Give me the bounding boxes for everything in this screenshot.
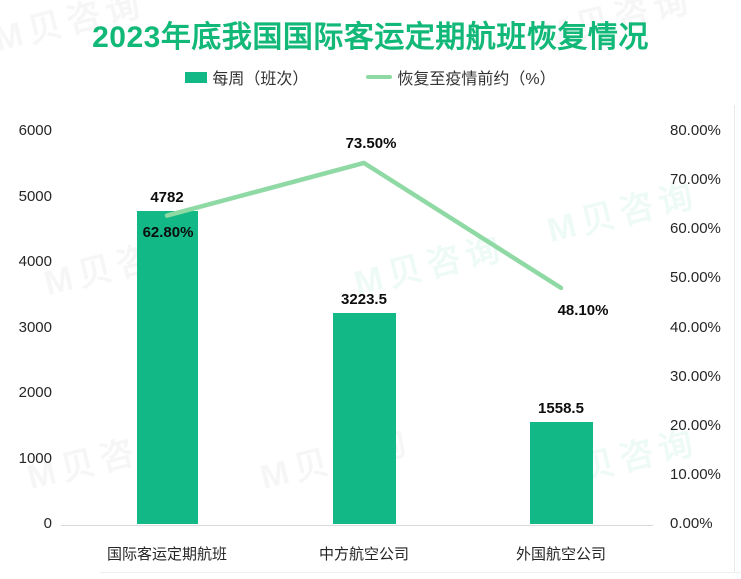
left-axis-tick: 2000 — [18, 384, 52, 401]
bar-chinese-airlines[interactable] — [332, 313, 396, 525]
watermark-frame-bottom — [100, 572, 741, 573]
right-axis-tick: 30.00% — [670, 368, 721, 385]
legend-item-recovery-pct[interactable]: 恢复至疫情前约（%） — [366, 65, 556, 89]
x-axis-category: 中方航空公司 — [318, 546, 409, 563]
left-axis-tick: 1000 — [18, 450, 52, 467]
bar-international-scheduled-flights[interactable] — [136, 210, 198, 525]
right-axis-tick: 70.00% — [670, 171, 721, 188]
line-swatch-icon — [366, 74, 393, 80]
right-axis-tick: 40.00% — [670, 319, 721, 336]
left-axis-tick: 0 — [43, 515, 52, 532]
right-axis-tick: 50.00% — [670, 269, 721, 286]
bar-value-label: 4782 — [150, 188, 184, 206]
line-point-label: 48.10% — [557, 301, 609, 319]
bar-value-label: 1558.5 — [538, 400, 584, 418]
legend: 每周（班次） 恢复至疫情前约（%） — [0, 66, 741, 88]
bar-value-label: 3223.5 — [341, 291, 387, 309]
right-axis-tick: 10.00% — [670, 466, 721, 483]
left-axis-tick: 5000 — [18, 188, 52, 205]
x-axis-category: 外国航空公司 — [515, 546, 606, 563]
left-axis-tick: 4000 — [18, 253, 52, 270]
line-point-label: 73.50% — [345, 134, 397, 152]
legend-label: 恢复至疫情前约（%） — [397, 71, 556, 88]
line-point-label: 62.80% — [142, 223, 194, 241]
left-axis-tick: 6000 — [18, 122, 52, 139]
bar-swatch-icon — [185, 71, 208, 83]
legend-label: 每周（班次） — [212, 71, 309, 88]
right-axis-tick: 0.00% — [670, 515, 713, 532]
bar-foreign-airlines[interactable] — [529, 422, 593, 525]
x-axis-line — [61, 525, 653, 526]
left-axis-tick: 3000 — [18, 319, 52, 336]
right-axis-tick: 20.00% — [670, 417, 721, 434]
x-axis-category: 国际客运定期航班 — [106, 546, 227, 563]
right-axis-tick: 80.00% — [670, 122, 721, 139]
recovery-line — [164, 160, 564, 291]
chart-title: 2023年底我国国际客运定期航班恢复情况 — [92, 21, 649, 54]
watermark-frame-right — [734, 105, 735, 572]
right-axis-tick: 60.00% — [670, 220, 721, 237]
legend-item-weekly-flights[interactable]: 每周（班次） — [185, 65, 308, 89]
